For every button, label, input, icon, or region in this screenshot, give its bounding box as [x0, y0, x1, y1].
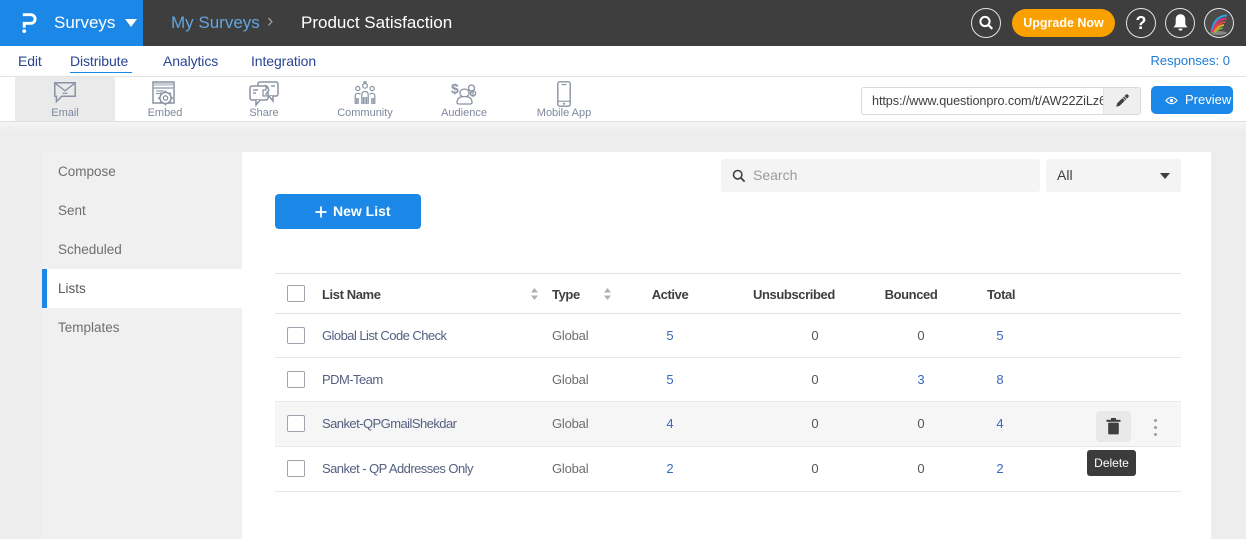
svg-text:$: $ [451, 81, 459, 97]
svg-text:$: $ [471, 92, 474, 98]
